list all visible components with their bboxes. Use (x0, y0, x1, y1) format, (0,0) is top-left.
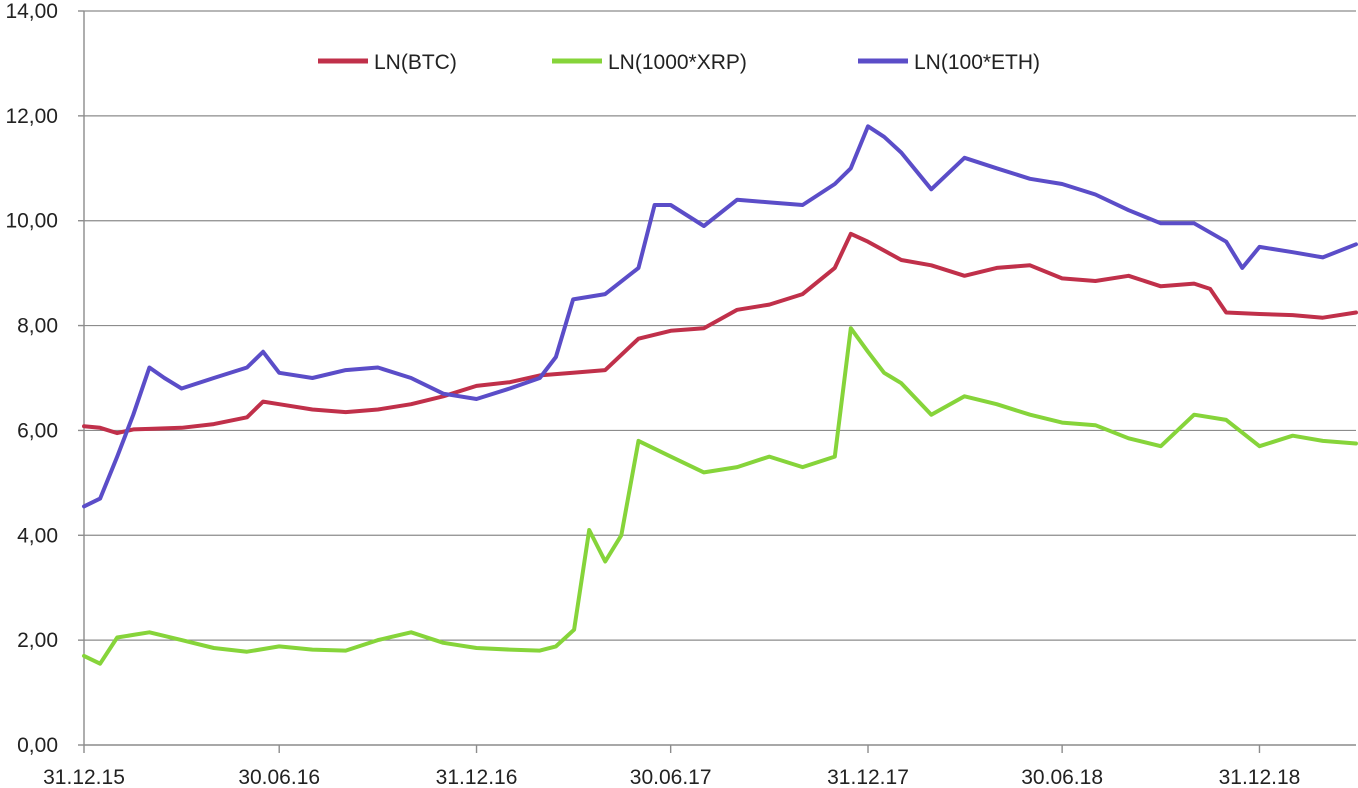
x-tick-label: 30.06.16 (238, 766, 320, 788)
y-tick-label: 2,00 (17, 629, 58, 652)
x-tick-label: 31.12.17 (827, 766, 909, 788)
y-tick-label: 4,00 (17, 524, 58, 547)
series-btc-line (82, 231, 1358, 436)
y-tick-label: 8,00 (17, 315, 58, 338)
series-eth-line (82, 124, 1358, 509)
legend-item-xrp: LN(1000*XRP) (552, 51, 747, 74)
legend-label: LN(BTC) (374, 51, 457, 74)
legend-label: LN(1000*XRP) (608, 51, 747, 74)
grid-lines (84, 10, 1356, 641)
y-axis-ticks: 0,00 2,00 4,00 6,00 8,00 10,00 12,00 14,00 (5, 0, 84, 757)
legend: LN(BTC) LN(1000*XRP) LN(100*ETH) (318, 51, 1040, 74)
x-tick-label: 31.12.18 (1219, 766, 1301, 788)
y-tick-label: 14,00 (5, 0, 58, 23)
x-axis-ticks: 31.12.15 30.06.16 31.12.16 30.06.17 31.12.17… (43, 745, 1300, 788)
y-tick-label: 12,00 (5, 105, 58, 128)
y-tick-label: 10,00 (5, 210, 58, 233)
y-tick-label: 6,00 (17, 419, 58, 442)
x-tick-label: 31.12.16 (436, 766, 518, 788)
series-xrp-line (82, 326, 1358, 666)
legend-label: LN(100*ETH) (914, 51, 1040, 74)
y-tick-label: 0,00 (17, 734, 58, 757)
x-tick-label: 31.12.15 (43, 766, 125, 788)
legend-item-eth: LN(100*ETH) (858, 51, 1040, 74)
x-tick-label: 30.06.17 (630, 766, 712, 788)
series-lines (82, 124, 1358, 666)
x-tick-label: 30.06.18 (1021, 766, 1103, 788)
legend-item-btc: LN(BTC) (318, 51, 457, 74)
